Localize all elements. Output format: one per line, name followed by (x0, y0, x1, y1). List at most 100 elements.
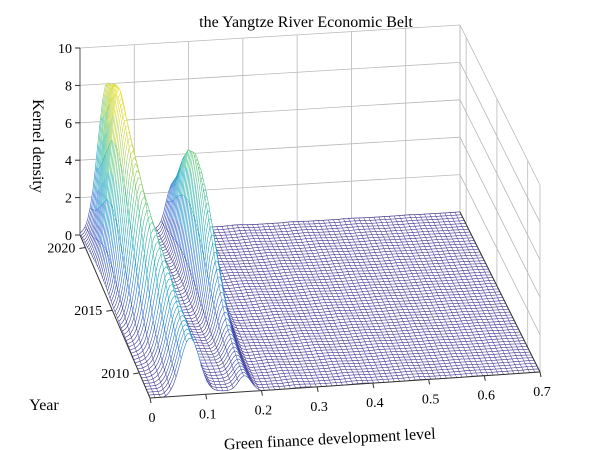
surface-segment (88, 208, 92, 222)
surface-segment (447, 250, 450, 254)
surface-segment (332, 251, 335, 255)
surface-segment (394, 271, 397, 276)
surface-segment (107, 200, 110, 202)
surface-segment (106, 108, 109, 112)
surface-segment (247, 260, 250, 264)
surface-segment (468, 261, 471, 265)
surface-segment (439, 233, 442, 237)
surface-segment (424, 246, 427, 250)
surface-segment (389, 227, 392, 232)
surface-segment (101, 97, 105, 120)
surface-segment (460, 244, 463, 248)
surface-segment (180, 252, 184, 267)
surface-segment (167, 251, 170, 255)
surface-segment (171, 186, 175, 202)
surface-segment (176, 275, 180, 279)
surface-segment (354, 220, 357, 224)
surface-segment (160, 224, 164, 231)
surface-segment (166, 248, 168, 252)
surface-segment (312, 220, 315, 224)
surface-segment (172, 240, 176, 252)
surface-segment (338, 275, 341, 279)
surface-segment (316, 261, 319, 266)
surface-segment (106, 257, 110, 272)
surface-segment (172, 178, 176, 188)
surface-segment (357, 238, 360, 242)
surface-segment (280, 228, 282, 232)
surface-segment (369, 228, 371, 232)
surface-segment (304, 235, 307, 239)
surface-segment (180, 161, 182, 166)
surface-segment (102, 157, 105, 162)
surface-segment (327, 251, 330, 256)
surface-segment (314, 246, 317, 251)
surface-segment (253, 250, 256, 255)
surface-segment (98, 166, 101, 168)
surface-segment (177, 286, 181, 289)
surface-segment (108, 201, 111, 204)
surface-segment (88, 223, 92, 233)
surface-segment (439, 213, 442, 217)
surface-segment (182, 230, 186, 254)
surface-segment (342, 259, 344, 264)
surface-segment (350, 256, 353, 261)
surface-segment (178, 281, 182, 285)
surface-segment (102, 96, 106, 118)
surface-segment (415, 270, 418, 274)
surface-segment (404, 259, 407, 263)
surface-segment (94, 261, 97, 264)
surface-segment (93, 258, 96, 262)
surface-segment (110, 202, 112, 205)
surface-segment (395, 230, 398, 234)
surface-segment (171, 218, 175, 236)
surface-segment (315, 270, 318, 275)
surface-segment (108, 172, 112, 202)
surface-segment (121, 95, 124, 102)
surface-segment (87, 222, 91, 231)
surface-segment (415, 217, 418, 221)
surface-segment (169, 182, 173, 190)
surface-segment (232, 249, 234, 253)
surface-segment (82, 234, 86, 238)
surface-segment (190, 206, 193, 211)
surface-segment (165, 201, 169, 216)
surface-segment (271, 232, 274, 236)
surface-segment (303, 232, 305, 236)
surface-segment (173, 264, 176, 268)
surface-segment (248, 251, 251, 255)
surface-segment (106, 199, 108, 201)
surface-segment (325, 270, 328, 274)
surface-segment (410, 250, 413, 254)
surface-segment (298, 268, 301, 272)
grid-line (79, 136, 461, 161)
surface-segment (175, 243, 179, 257)
surface-segment (219, 244, 222, 248)
surface-segment (355, 232, 358, 237)
surface-segment (476, 255, 479, 259)
surface-segment (295, 227, 298, 231)
surface-segment (456, 226, 459, 230)
surface-segment (304, 223, 306, 227)
surface-segment (436, 260, 439, 264)
surface-segment (373, 217, 376, 221)
surface-segment (348, 230, 351, 234)
surface-segment (430, 236, 433, 241)
surface-segment (241, 269, 244, 273)
surface-segment (443, 262, 446, 267)
surface-segment (175, 266, 177, 271)
surface-segment (433, 242, 436, 246)
surface-segment (375, 264, 378, 268)
surface-segment (446, 227, 449, 231)
surface-segment (230, 246, 233, 250)
surface-segment (157, 230, 159, 234)
surface-segment (168, 249, 172, 255)
surface-segment (398, 236, 401, 240)
surface-segment (91, 248, 95, 255)
surface-segment (249, 229, 252, 234)
surface-segment (426, 240, 429, 244)
surface-segment (262, 246, 265, 251)
surface-segment (115, 151, 119, 180)
surface-segment (224, 243, 227, 248)
surface-segment (269, 249, 271, 253)
surface-segment (416, 273, 419, 277)
